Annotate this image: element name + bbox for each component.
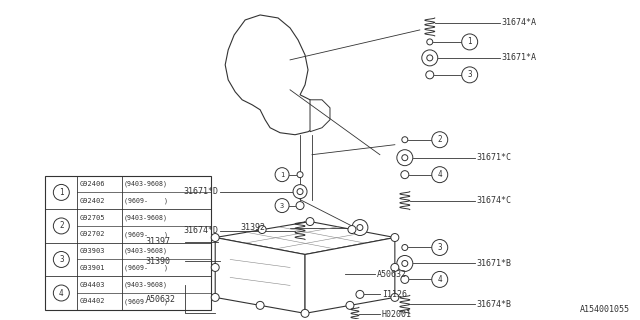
- Text: 31671*C: 31671*C: [477, 153, 512, 162]
- Circle shape: [401, 276, 409, 284]
- Circle shape: [346, 301, 354, 309]
- Circle shape: [275, 168, 289, 182]
- Text: 31674*C: 31674*C: [477, 196, 512, 205]
- Text: G92402: G92402: [79, 198, 105, 204]
- Circle shape: [275, 199, 289, 212]
- Text: (9403-9608): (9403-9608): [124, 181, 168, 187]
- Circle shape: [53, 252, 69, 268]
- Circle shape: [53, 218, 69, 234]
- Text: 1: 1: [467, 37, 472, 46]
- Circle shape: [211, 263, 220, 271]
- Circle shape: [211, 293, 220, 301]
- Circle shape: [402, 137, 408, 143]
- Polygon shape: [215, 221, 395, 254]
- Circle shape: [258, 226, 266, 234]
- Text: 4: 4: [59, 289, 63, 298]
- Circle shape: [422, 50, 438, 66]
- Circle shape: [426, 71, 434, 79]
- Circle shape: [352, 220, 368, 236]
- Circle shape: [402, 244, 408, 251]
- Polygon shape: [310, 100, 330, 132]
- Text: 1: 1: [280, 172, 284, 178]
- Circle shape: [348, 226, 356, 234]
- Text: 31397: 31397: [145, 237, 170, 246]
- Text: 1: 1: [59, 188, 63, 197]
- Circle shape: [432, 132, 448, 148]
- Text: G93901: G93901: [79, 265, 105, 271]
- Circle shape: [461, 34, 477, 50]
- Text: G92406: G92406: [79, 181, 105, 187]
- Polygon shape: [225, 15, 320, 135]
- Circle shape: [432, 167, 448, 183]
- Text: A154001055: A154001055: [579, 305, 629, 314]
- Text: 3: 3: [280, 203, 284, 209]
- Polygon shape: [305, 237, 395, 313]
- Text: 3: 3: [438, 243, 442, 252]
- Text: 31671*B: 31671*B: [477, 259, 512, 268]
- Circle shape: [356, 291, 364, 298]
- Text: (9609-    ): (9609- ): [124, 231, 168, 237]
- Text: G93903: G93903: [79, 248, 105, 254]
- Text: A50632: A50632: [145, 295, 175, 304]
- Polygon shape: [215, 237, 305, 313]
- Text: (9609-    ): (9609- ): [124, 197, 168, 204]
- Text: G92705: G92705: [79, 214, 105, 220]
- Circle shape: [432, 239, 448, 255]
- Text: 31671*A: 31671*A: [502, 53, 536, 62]
- Text: 31390: 31390: [145, 257, 170, 266]
- Text: G92702: G92702: [79, 231, 105, 237]
- Text: (9403-9608): (9403-9608): [124, 248, 168, 254]
- Circle shape: [256, 301, 264, 309]
- Text: 3: 3: [467, 70, 472, 79]
- Circle shape: [402, 260, 408, 267]
- Circle shape: [402, 155, 408, 161]
- Circle shape: [391, 263, 399, 271]
- Text: 3: 3: [59, 255, 63, 264]
- Circle shape: [306, 218, 314, 226]
- Text: 4: 4: [438, 170, 442, 179]
- Circle shape: [297, 188, 303, 195]
- Circle shape: [296, 202, 304, 210]
- Text: (9609-    ): (9609- ): [124, 298, 168, 305]
- Text: 31671*D: 31671*D: [183, 187, 218, 196]
- Circle shape: [293, 185, 307, 199]
- Circle shape: [391, 293, 399, 301]
- Circle shape: [427, 39, 433, 45]
- Circle shape: [397, 255, 413, 271]
- Circle shape: [401, 171, 409, 179]
- Circle shape: [391, 234, 399, 242]
- Text: I1126: I1126: [382, 290, 407, 299]
- Circle shape: [357, 225, 363, 230]
- Text: (9403-9608): (9403-9608): [124, 281, 168, 288]
- Circle shape: [427, 55, 433, 61]
- Circle shape: [461, 67, 477, 83]
- Text: G94402: G94402: [79, 298, 105, 304]
- Text: (9609-    ): (9609- ): [124, 265, 168, 271]
- Text: 2: 2: [438, 135, 442, 144]
- Circle shape: [53, 285, 69, 301]
- FancyBboxPatch shape: [45, 176, 211, 310]
- Text: H02001: H02001: [382, 310, 412, 319]
- Text: G94403: G94403: [79, 282, 105, 288]
- Text: 4: 4: [438, 275, 442, 284]
- Circle shape: [301, 309, 309, 317]
- Circle shape: [297, 172, 303, 178]
- Circle shape: [53, 184, 69, 200]
- Circle shape: [432, 271, 448, 287]
- Text: 31392: 31392: [240, 223, 265, 232]
- Text: 2: 2: [59, 221, 63, 230]
- Text: (9403-9608): (9403-9608): [124, 214, 168, 221]
- Text: 31674*D: 31674*D: [183, 226, 218, 235]
- Text: 31674*B: 31674*B: [477, 300, 512, 309]
- Text: 31674*A: 31674*A: [502, 19, 536, 28]
- Circle shape: [397, 150, 413, 166]
- Circle shape: [211, 234, 220, 242]
- Text: A50632: A50632: [377, 270, 407, 279]
